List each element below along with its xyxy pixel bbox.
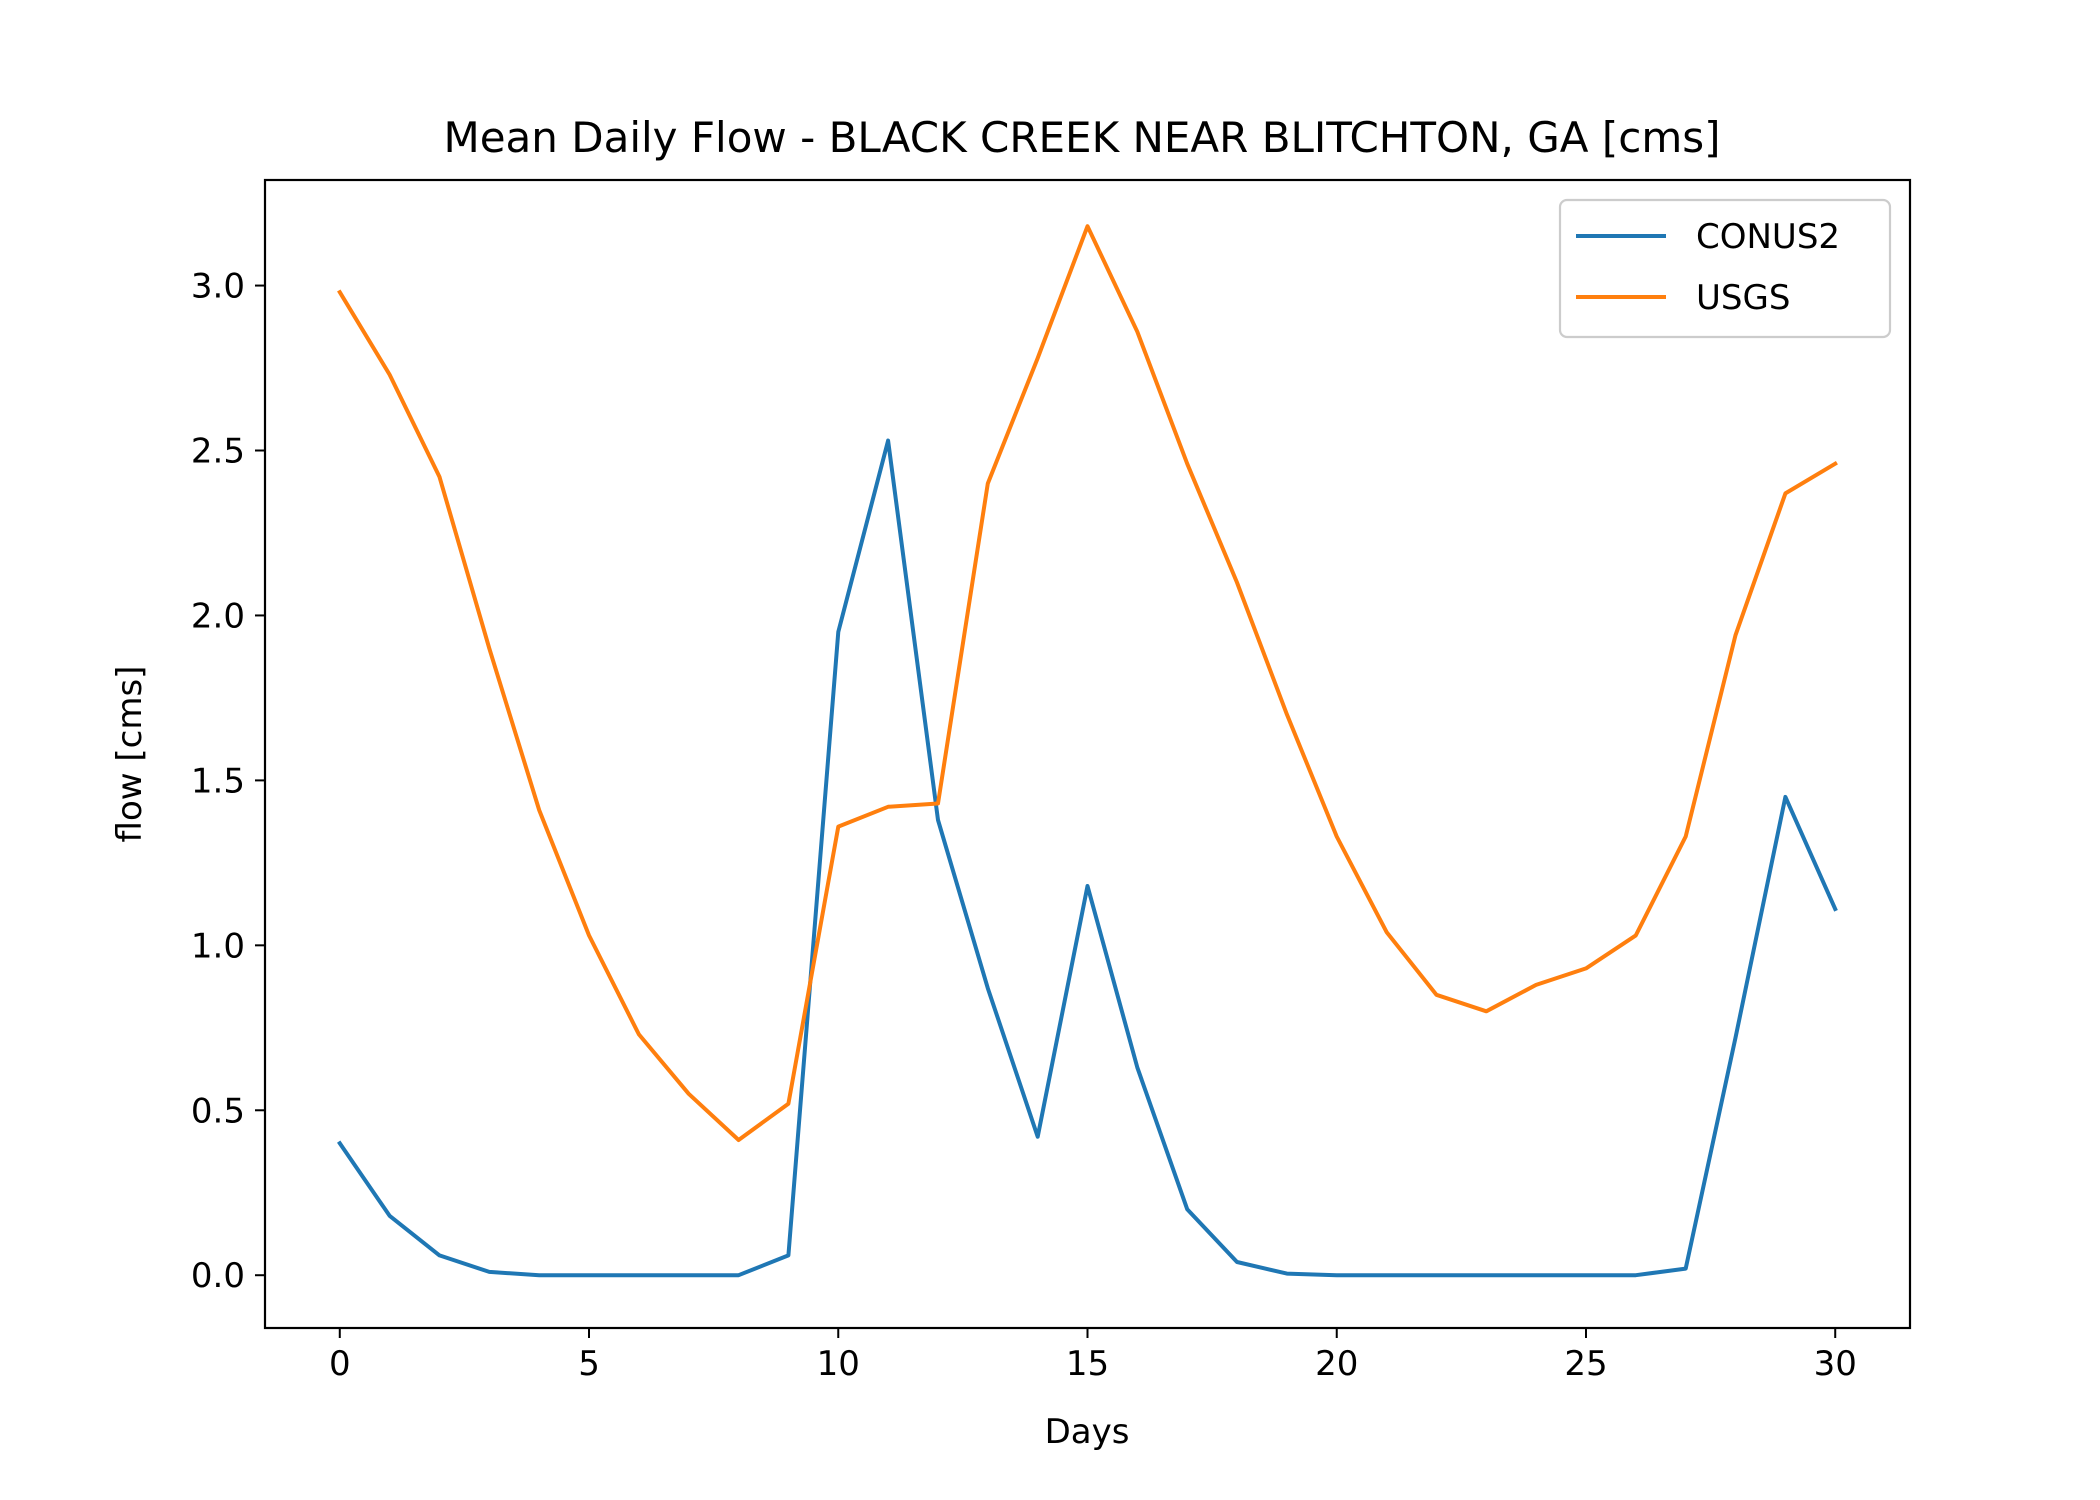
y-tick-label: 0.5 <box>191 1091 245 1131</box>
y-tick-label: 1.5 <box>191 761 245 801</box>
x-tick-label: 30 <box>1814 1344 1857 1384</box>
series-layer <box>337 224 1838 1278</box>
x-tick-label: 10 <box>817 1344 860 1384</box>
plot-frame <box>265 180 1910 1328</box>
x-tick-label: 0 <box>329 1344 351 1384</box>
legend: CONUS2 USGS <box>1558 198 1892 339</box>
x-tick-label: 25 <box>1564 1344 1607 1384</box>
legend-label-usgs: USGS <box>1696 278 1790 318</box>
y-tick-label: 0.0 <box>191 1256 245 1296</box>
legend-label-conus2: CONUS2 <box>1696 217 1840 257</box>
series-line-conus2 <box>337 438 1838 1278</box>
series-line-usgs <box>337 224 1838 1142</box>
y-axis-label: flow [cms] <box>110 666 150 843</box>
plot-area <box>263 178 1912 1330</box>
y-tick-label: 3.0 <box>191 267 245 307</box>
y-tick-label: 2.5 <box>191 432 245 472</box>
y-axis-ticks: 0.0 0.5 1.0 1.5 2.0 2.5 3.0 <box>191 267 265 1296</box>
x-tick-label: 20 <box>1315 1344 1358 1384</box>
y-tick-label: 1.0 <box>191 926 245 966</box>
chart-title: Mean Daily Flow - BLACK CREEK NEAR BLITC… <box>443 113 1720 162</box>
x-tick-label: 5 <box>578 1344 600 1384</box>
y-tick-label: 2.0 <box>191 596 245 636</box>
x-axis-ticks: 0 5 10 15 20 25 30 <box>329 1328 1857 1384</box>
x-axis-label: Days <box>1045 1412 1130 1452</box>
x-tick-label: 15 <box>1066 1344 1109 1384</box>
